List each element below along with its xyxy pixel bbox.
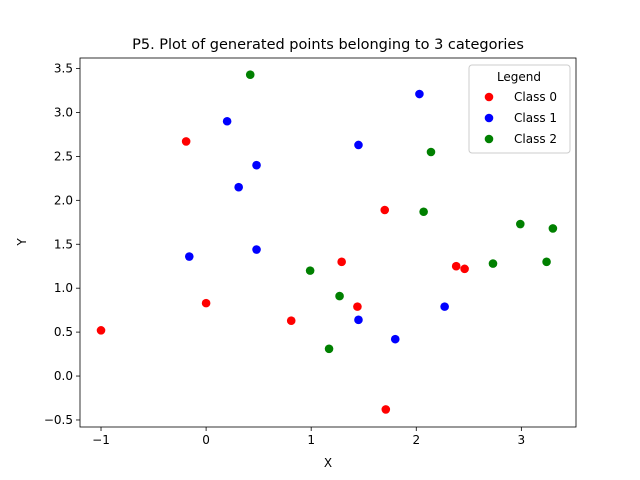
x-axis-label: X [324, 456, 332, 470]
class-0-point [381, 405, 391, 414]
legend-label: Class 2 [514, 132, 557, 146]
plot-frame [79, 57, 577, 428]
y-axis-label: Y [15, 238, 29, 247]
class-1-point [390, 334, 400, 344]
legend-marker [484, 92, 494, 102]
y-tick-label: 0.0 [54, 369, 73, 383]
class-0-point [353, 302, 362, 311]
x-axis-ticks: −1 0 1 2 3 [92, 427, 525, 447]
legend-marker [484, 113, 494, 123]
legend: Legend Class 0 Class 1 Class 2 [468, 64, 571, 154]
x-tick-label: 2 [412, 433, 420, 447]
legend-title: Legend [497, 70, 541, 84]
x-tick-label: 0 [202, 433, 210, 447]
y-tick-label: 3.0 [54, 105, 73, 119]
class-2-point [542, 257, 551, 267]
class-1-point [184, 252, 194, 261]
class-1-point [234, 182, 243, 192]
class-1-point [354, 140, 363, 150]
class-0-point [201, 298, 211, 308]
class-0-point [451, 261, 461, 271]
y-tick-label: −0.5 [44, 413, 73, 427]
class-1-point [252, 160, 261, 170]
y-tick-label: 3.5 [54, 62, 73, 76]
legend-box [468, 64, 571, 154]
class-1-point [252, 245, 261, 254]
y-tick-label: 1.5 [54, 237, 73, 251]
class-0-point [96, 326, 106, 335]
class-1-point [440, 302, 449, 311]
class-2-point [335, 291, 344, 301]
class-1-point [354, 315, 363, 325]
class-0-point [460, 264, 469, 274]
class-2-point [516, 219, 525, 229]
x-tick-label: 1 [307, 433, 315, 447]
class-0-point [181, 137, 191, 146]
legend-marker [484, 134, 494, 144]
class-2-point [419, 207, 428, 217]
class-0-point [380, 205, 390, 215]
chart-title: P5. Plot of generated points belonging t… [132, 37, 524, 53]
class-2-point [305, 266, 315, 275]
y-tick-label: 0.5 [54, 325, 73, 339]
x-tick-label: −1 [92, 433, 110, 447]
class-0-point [286, 316, 296, 325]
class-2-point [426, 147, 436, 157]
y-tick-label: 1.0 [54, 281, 73, 295]
class-1-point [415, 89, 424, 99]
class-0-point [337, 257, 346, 267]
class-2-point [324, 344, 334, 354]
class-2-point [245, 70, 255, 79]
y-axis-ticks: −0.5 0.0 0.5 1.0 1.5 2.0 2.5 3.0 3.5 [44, 62, 80, 427]
legend-label: Class 0 [514, 90, 557, 104]
y-tick-label: 2.5 [54, 149, 73, 163]
legend-label: Class 1 [514, 111, 557, 125]
class-2-point [548, 224, 558, 233]
class-1-point [222, 116, 232, 126]
class-2-point [488, 259, 498, 268]
y-tick-label: 2.0 [54, 193, 73, 207]
data-marks [96, 70, 558, 414]
x-tick-label: 3 [518, 433, 526, 447]
